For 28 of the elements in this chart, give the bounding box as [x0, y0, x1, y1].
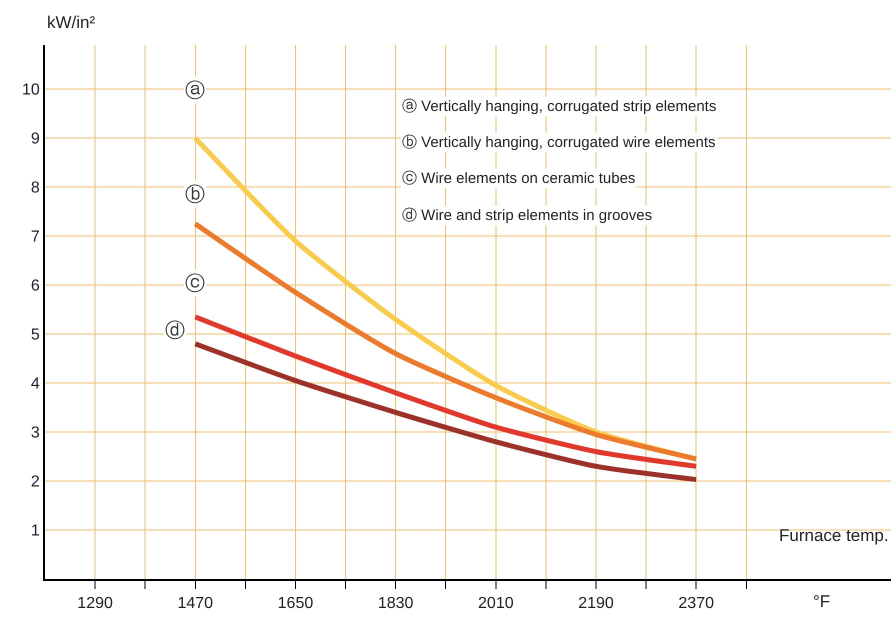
annotation: ⓑ: [185, 182, 205, 206]
x-tick-label: 2010: [478, 595, 514, 612]
annotation: ⓑ Vertically hanging, corrugated wire elements: [402, 134, 716, 151]
y-tick-label: 1: [30, 522, 40, 540]
text: °F: [813, 592, 830, 611]
y-tick-label: 7: [30, 228, 40, 246]
annotation: ⓐ: [185, 78, 205, 102]
y-axis-title: kW/in²: [47, 13, 96, 32]
annotation: ⓓ Wire and strip elements in grooves: [402, 207, 652, 224]
y-tick-label: 8: [30, 180, 40, 197]
x-tick-label: 1650: [278, 595, 314, 612]
annotation: ⓓ: [165, 318, 185, 342]
x-tick-label: 1290: [77, 595, 113, 612]
y-tick-label: 2: [30, 474, 40, 491]
y-tick-label: 9: [30, 130, 40, 148]
x-tick-label: 2190: [578, 595, 614, 612]
y-tick-label: 4: [30, 376, 40, 393]
y-tick-label: 3: [30, 424, 40, 442]
y-tick-label: 10: [22, 82, 40, 99]
y-tick-label: 5: [30, 326, 40, 344]
x-tick-label: 1470: [177, 595, 214, 612]
annotation: ⓒ Wire elements on ceramic tubes: [402, 170, 636, 187]
annotation: ⓐ Vertically hanging, corrugated strip elements: [402, 98, 716, 115]
x-tick-label: 1830: [378, 595, 414, 612]
annotation: ⓒ: [185, 271, 205, 295]
x-axis-title: Furnace temp.: [779, 526, 889, 545]
x-tick-label: 2370: [678, 595, 714, 612]
y-tick-label: 6: [30, 278, 40, 295]
